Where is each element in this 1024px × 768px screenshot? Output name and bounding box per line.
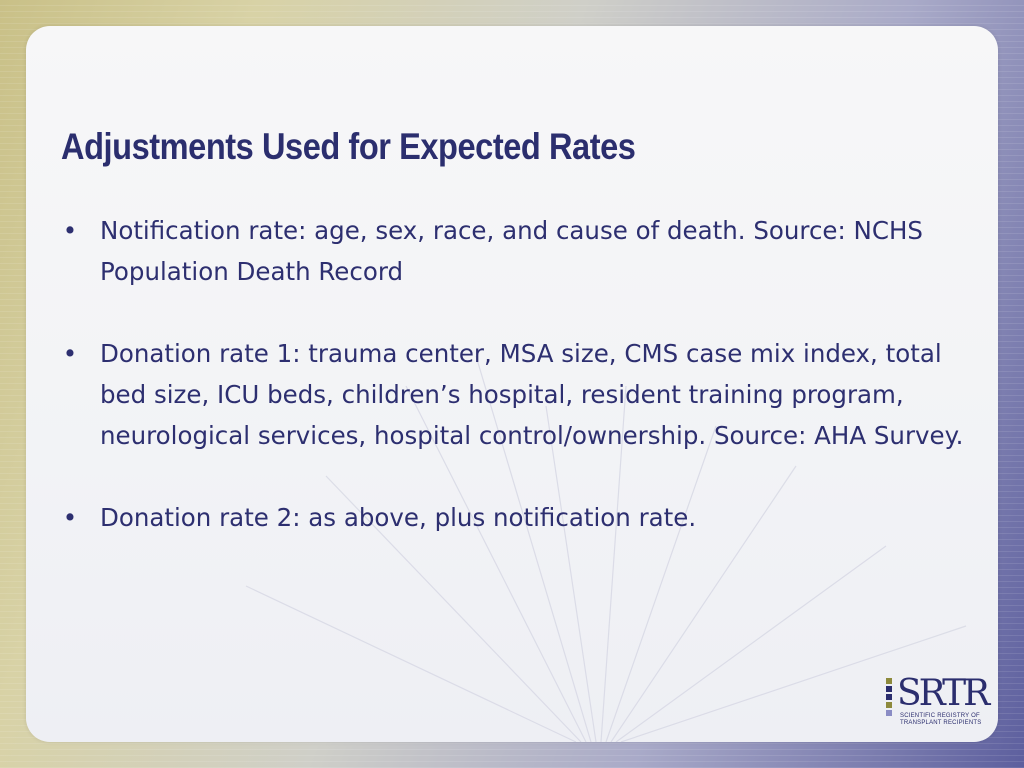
bullet-item-notification-rate: • Notification rate: age, sex, race, and… <box>60 210 970 292</box>
bullet-text: Donation rate 1: trauma center, MSA size… <box>100 339 964 450</box>
bullet-marker: • <box>62 503 78 532</box>
bullet-item-donation-rate-1: • Donation rate 1: trauma center, MSA si… <box>60 333 970 456</box>
content-panel: Adjustments Used for Expected Rates • No… <box>26 26 998 742</box>
bullet-marker: • <box>62 216 78 245</box>
slide-title: Adjustments Used for Expected Rates <box>61 126 636 167</box>
bullet-list: • Notification rate: age, sex, race, and… <box>60 210 970 579</box>
bullet-text: Donation rate 2: as above, plus notifica… <box>100 503 697 532</box>
bullet-text: Notification rate: age, sex, race, and c… <box>100 216 923 286</box>
logo-wordmark: SRTR <box>897 673 990 714</box>
logo-subtitle: SCIENTIFIC REGISTRY OF TRANSPLANT RECIPI… <box>900 713 982 726</box>
bullet-marker: • <box>62 339 78 368</box>
srtr-logo: SRTR SCIENTIFIC REGISTRY OF TRANSPLANT R… <box>886 673 990 731</box>
logo-square-mark-icon <box>886 676 896 716</box>
bullet-item-donation-rate-2: • Donation rate 2: as above, plus notifi… <box>60 497 970 538</box>
